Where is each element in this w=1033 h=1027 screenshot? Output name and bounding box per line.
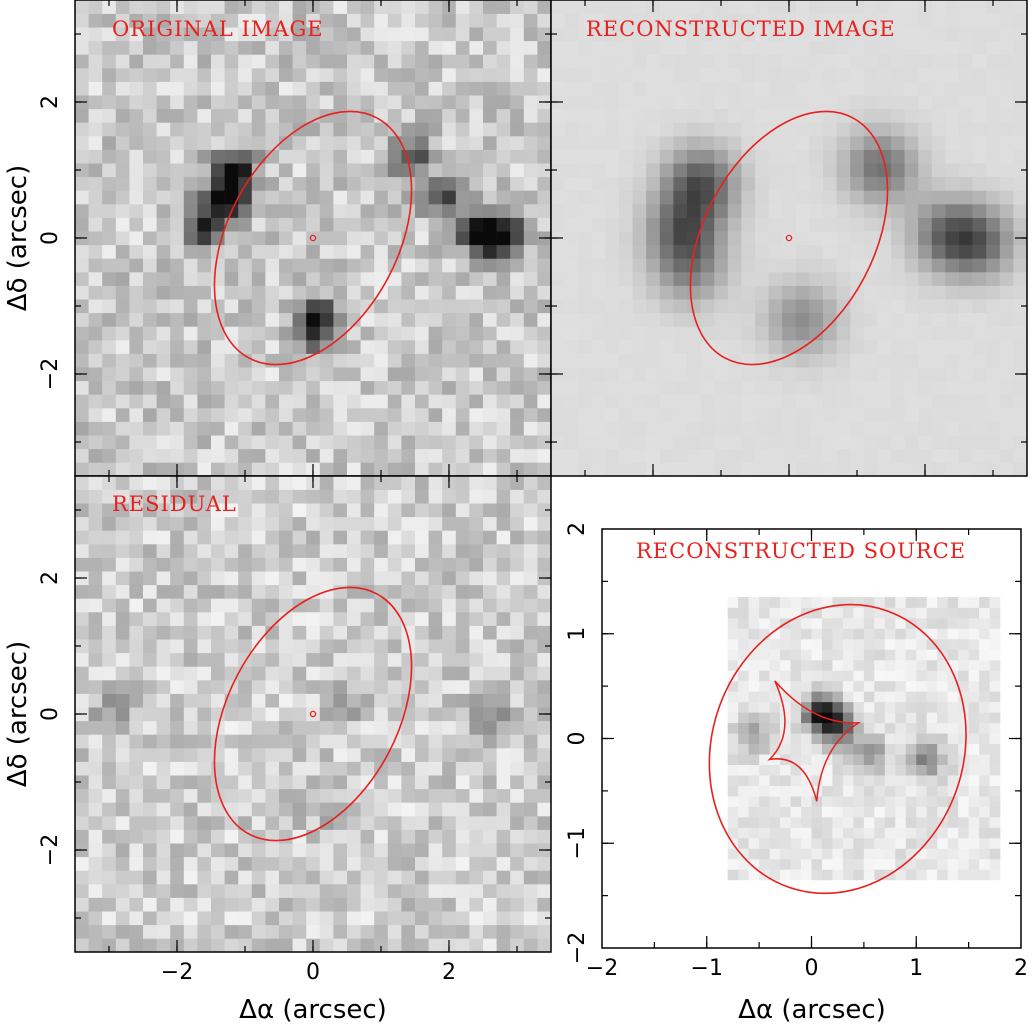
y-tick-label: 2 <box>38 95 63 109</box>
y-tick-label: 1 <box>565 627 590 641</box>
y-tick-label: 2 <box>565 522 590 536</box>
astroid-caustic <box>767 680 862 802</box>
panel-title-reconstructed: RECONSTRUCTED IMAGE <box>586 17 896 41</box>
overlay-source <box>708 603 967 895</box>
panel-reconstructed-source: RECONSTRUCTED SOURCE <box>601 528 1022 949</box>
panel-title-residual: RESIDUAL <box>112 492 237 516</box>
y-tick-label: −2 <box>38 358 63 390</box>
lens-center-marker <box>785 234 793 242</box>
critical-curve-ellipse <box>213 586 413 842</box>
panel-original-image: ORIGINAL IMAGE <box>74 0 552 477</box>
x-tick-label: −2 <box>586 956 618 981</box>
pixel-grid-source <box>602 529 1021 948</box>
lens-center-marker <box>309 710 317 718</box>
x-tick-label: 0 <box>306 960 320 985</box>
x-tick-label: −1 <box>691 956 723 981</box>
y-tick-label: 0 <box>38 231 63 245</box>
y-tick-label: 0 <box>38 707 63 721</box>
panel-title-original: ORIGINAL IMAGE <box>112 17 324 41</box>
x-tick-label: 0 <box>805 956 819 981</box>
lens-center-marker <box>309 234 317 242</box>
pixel-grid-reconstructed <box>551 0 1028 477</box>
overlay-original <box>213 110 413 366</box>
x-axis-label-right: Δα (arcsec) <box>738 995 886 1025</box>
x-tick-label: 1 <box>909 956 923 981</box>
x-tick-label: 2 <box>1014 956 1028 981</box>
overlay-residual <box>213 586 413 842</box>
y-tick-label: 0 <box>565 732 590 746</box>
y-tick-label: −2 <box>38 834 63 866</box>
panel-reconstructed-image: RECONSTRUCTED IMAGE <box>550 0 1028 477</box>
y-tick-label: −2 <box>565 932 590 964</box>
y-tick-label: −1 <box>565 827 590 859</box>
critical-curve-ellipse <box>213 110 413 366</box>
y-axis-label-bottom: Δδ (arcsec) <box>3 641 33 787</box>
critical-curve-ellipse <box>689 110 889 366</box>
x-axis-label-left: Δα (arcsec) <box>239 995 387 1025</box>
pixel-grid-original <box>75 0 552 477</box>
panel-residual: RESIDUAL <box>74 475 552 953</box>
y-axis-label-top: Δδ (arcsec) <box>3 165 33 311</box>
panel-title-source: RECONSTRUCTED SOURCE <box>636 539 966 563</box>
caustic-ellipse <box>708 603 967 895</box>
y-tick-label: 2 <box>38 571 63 585</box>
x-tick-label: 2 <box>442 960 456 985</box>
pixel-grid-residual <box>75 476 552 953</box>
overlay-reconstructed <box>689 110 889 366</box>
axis-ticks: −2 0 2 −2 0 2 −2 0 2 −2 −1 0 1 2 −2 −1 0 1 2 <box>38 0 1028 985</box>
x-tick-label: −2 <box>161 960 193 985</box>
